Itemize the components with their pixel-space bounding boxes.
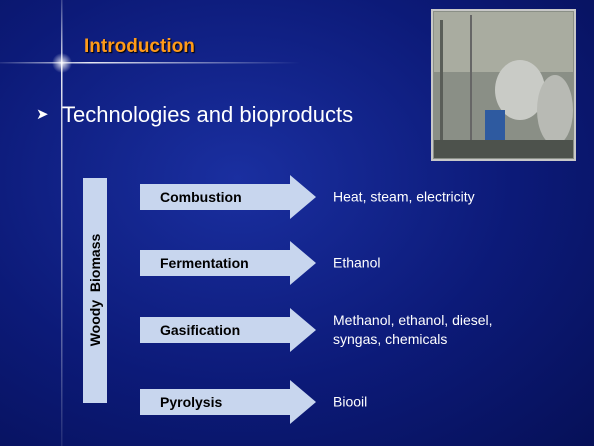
bullet-text: Technologies and bioproducts	[62, 102, 353, 128]
bullet-marker: ➤	[36, 105, 49, 123]
products-label: Methanol, ethanol, diesel, syngas, chemi…	[333, 311, 543, 349]
products-label: Heat, steam, electricity	[333, 188, 543, 207]
process-label: Pyrolysis	[160, 394, 222, 410]
title: Introduction	[84, 36, 195, 58]
process-label: Combustion	[160, 189, 242, 205]
source-label: Woody Biomass	[87, 234, 103, 347]
products-label: Ethanol	[333, 254, 543, 273]
process-label: Gasification	[160, 322, 240, 338]
process-label: Fermentation	[160, 255, 249, 271]
photo	[432, 10, 575, 160]
slide: Introduction ➤ Technologies and bioprodu…	[0, 0, 594, 446]
products-label: Biooil	[333, 393, 543, 412]
